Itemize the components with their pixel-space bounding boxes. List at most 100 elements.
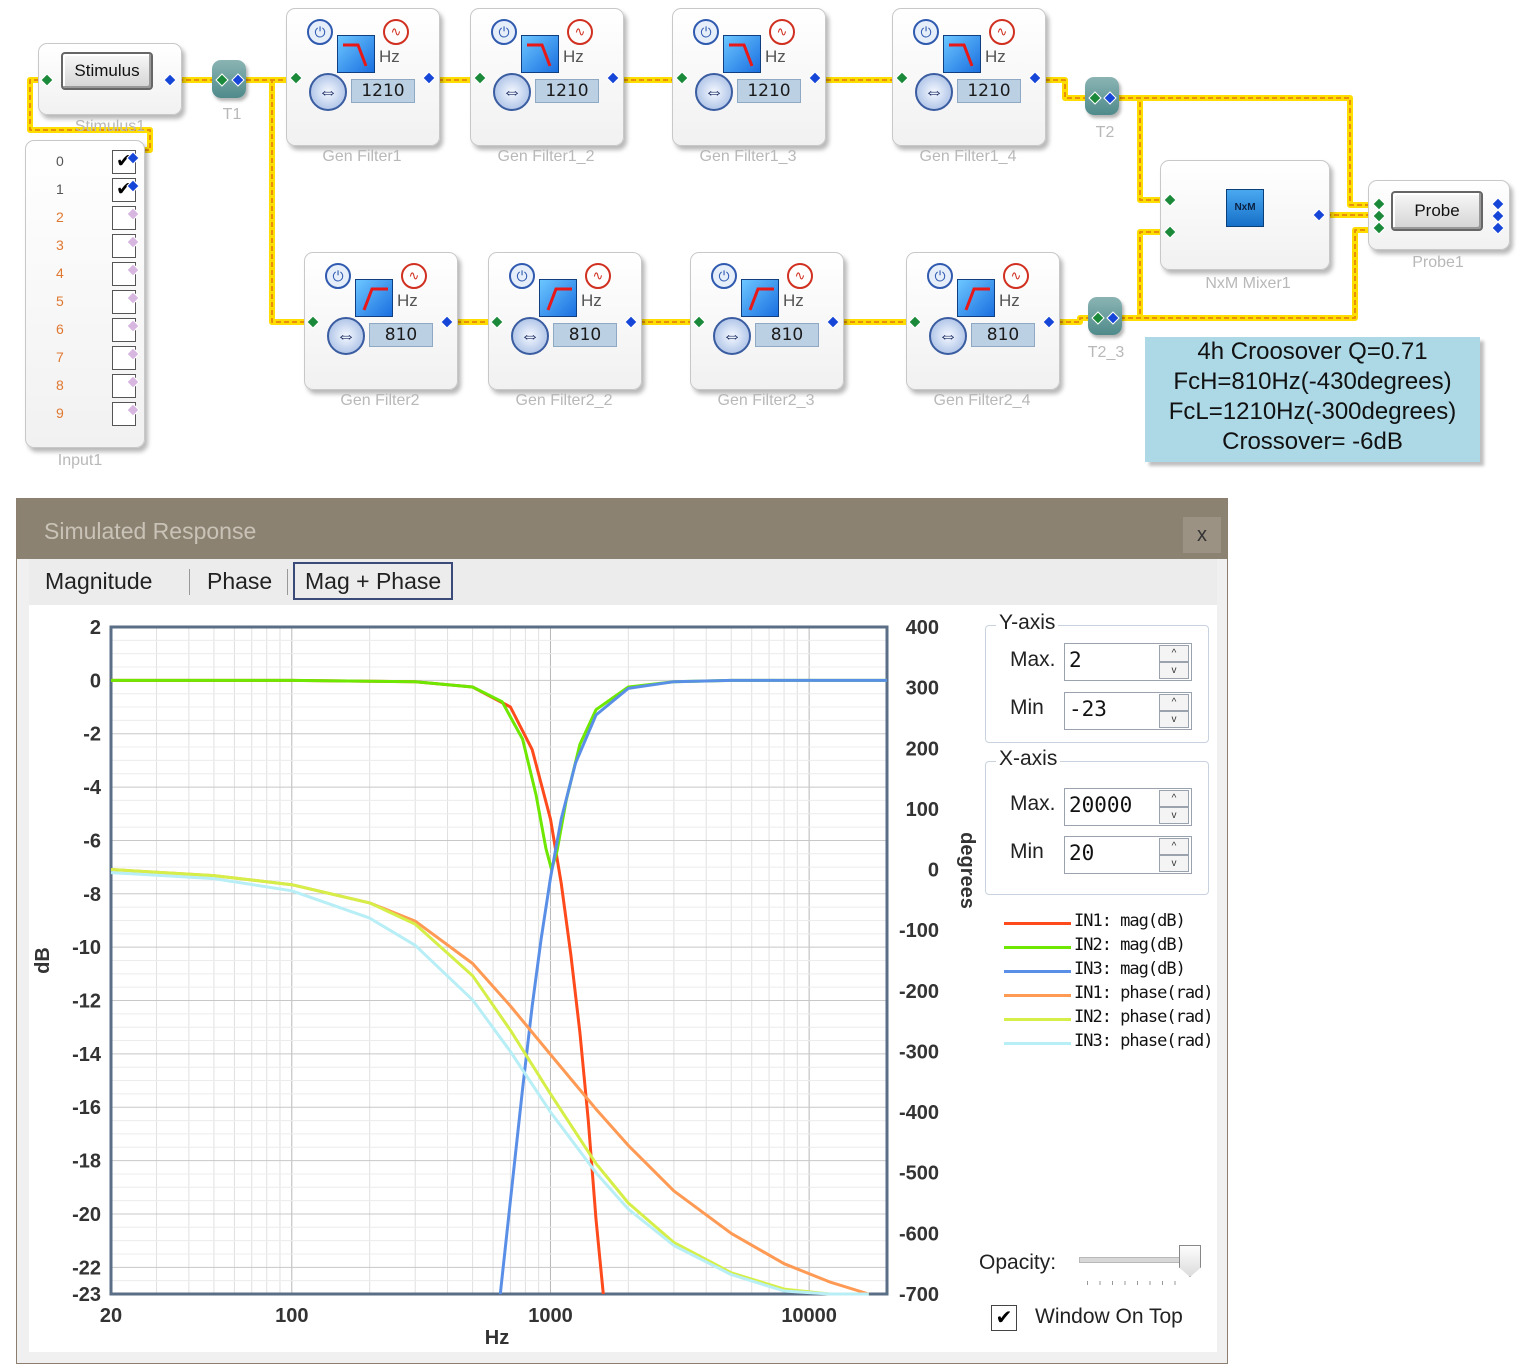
filter-block[interactable]: ⏻ ∿ Hz ⇔ 1210 <box>286 8 440 146</box>
port-icon[interactable] <box>1491 197 1505 211</box>
power-icon[interactable]: ⏻ <box>927 263 953 289</box>
port-icon[interactable] <box>40 73 54 87</box>
power-icon[interactable]: ⏻ <box>509 263 535 289</box>
port-icon[interactable] <box>126 347 140 361</box>
port-icon[interactable] <box>1028 71 1042 85</box>
port-icon[interactable] <box>606 71 620 85</box>
power-icon[interactable]: ⏻ <box>307 19 333 45</box>
sine-wave-icon[interactable]: ∿ <box>567 19 593 45</box>
power-icon[interactable]: ⏻ <box>711 263 737 289</box>
filter-block[interactable]: ⏻ ∿ Hz ⇔ 810 <box>906 252 1060 390</box>
opacity-slider-thumb[interactable] <box>1179 1245 1201 1277</box>
port-icon[interactable] <box>306 315 320 329</box>
power-icon[interactable]: ⏻ <box>325 263 351 289</box>
tab-phase[interactable]: Phase <box>207 568 273 594</box>
port-icon[interactable] <box>1088 91 1102 105</box>
x-max-value[interactable]: 20000 <box>1069 793 1133 817</box>
filter-frequency-value[interactable]: 1210 <box>351 79 415 103</box>
port-icon[interactable] <box>895 71 909 85</box>
port-icon[interactable] <box>163 73 177 87</box>
filter-frequency-value[interactable]: 1210 <box>737 79 801 103</box>
port-icon[interactable] <box>126 375 140 389</box>
sine-wave-icon[interactable]: ∿ <box>383 19 409 45</box>
filter-block[interactable]: ⏻ ∿ Hz ⇔ 1210 <box>672 8 826 146</box>
probe-button[interactable]: Probe <box>1391 191 1483 231</box>
window-on-top-checkbox[interactable]: ✔ <box>991 1305 1017 1331</box>
spin-up-icon[interactable]: ^ <box>1159 694 1189 711</box>
swap-arrows-icon[interactable]: ⇔ <box>929 317 967 355</box>
port-icon[interactable] <box>490 315 504 329</box>
y-max-spinner[interactable]: 2 ^ v <box>1064 643 1192 681</box>
power-icon[interactable]: ⏻ <box>693 19 719 45</box>
filter-frequency-value[interactable]: 810 <box>755 323 819 347</box>
stimulus-button[interactable]: Stimulus <box>61 52 153 90</box>
filter-block[interactable]: ⏻ ∿ Hz ⇔ 1210 <box>892 8 1046 146</box>
tab-magnitude[interactable]: Magnitude <box>45 568 153 594</box>
filter-block[interactable]: ⏻ ∿ Hz ⇔ 810 <box>488 252 642 390</box>
swap-arrows-icon[interactable]: ⇔ <box>511 317 549 355</box>
filter-frequency-value[interactable]: 1210 <box>535 79 599 103</box>
port-icon[interactable] <box>1091 311 1105 325</box>
port-icon[interactable] <box>692 315 706 329</box>
port-icon[interactable] <box>126 319 140 333</box>
block-diagram-canvas[interactable]: Stimulus Stimulus1 0 ✔ 1 ✔ 2 3 4 5 6 7 8 9 Input1 T… <box>0 0 1530 470</box>
port-icon[interactable] <box>908 315 922 329</box>
y-min-value[interactable]: -23 <box>1069 697 1107 721</box>
port-icon[interactable] <box>1163 225 1177 239</box>
close-button[interactable]: x <box>1183 517 1221 553</box>
swap-arrows-icon[interactable]: ⇔ <box>493 73 531 111</box>
port-icon[interactable] <box>231 73 245 87</box>
port-icon[interactable] <box>126 179 140 193</box>
y-min-spinner[interactable]: -23 ^ v <box>1064 692 1192 730</box>
filter-block[interactable]: ⏻ ∿ Hz ⇔ 810 <box>690 252 844 390</box>
port-icon[interactable] <box>1106 311 1120 325</box>
window-titlebar[interactable]: Simulated Response x <box>17 499 1227 559</box>
power-icon[interactable]: ⏻ <box>491 19 517 45</box>
swap-arrows-icon[interactable]: ⇔ <box>713 317 751 355</box>
swap-arrows-icon[interactable]: ⇔ <box>309 73 347 111</box>
port-icon[interactable] <box>126 291 140 305</box>
power-icon[interactable]: ⏻ <box>913 19 939 45</box>
port-icon[interactable] <box>215 73 229 87</box>
filter-block[interactable]: ⏻ ∿ Hz ⇔ 1210 <box>470 8 624 146</box>
port-icon[interactable] <box>1163 193 1177 207</box>
spin-down-icon[interactable]: v <box>1159 807 1189 824</box>
port-icon[interactable] <box>126 207 140 221</box>
sine-wave-icon[interactable]: ∿ <box>787 263 813 289</box>
port-icon[interactable] <box>1312 208 1326 222</box>
sine-wave-icon[interactable]: ∿ <box>401 263 427 289</box>
port-icon[interactable] <box>1372 221 1386 235</box>
port-icon[interactable] <box>422 71 436 85</box>
port-icon[interactable] <box>473 71 487 85</box>
port-icon[interactable] <box>826 315 840 329</box>
spin-up-icon[interactable]: ^ <box>1159 790 1189 807</box>
port-icon[interactable] <box>126 403 140 417</box>
port-icon[interactable] <box>1042 315 1056 329</box>
swap-arrows-icon[interactable]: ⇔ <box>915 73 953 111</box>
filter-frequency-value[interactable]: 1210 <box>957 79 1021 103</box>
port-icon[interactable] <box>1103 91 1117 105</box>
port-icon[interactable] <box>289 71 303 85</box>
swap-arrows-icon[interactable]: ⇔ <box>327 317 365 355</box>
probe-block[interactable]: Probe <box>1368 180 1510 250</box>
spin-down-icon[interactable]: v <box>1159 855 1189 872</box>
filter-frequency-value[interactable]: 810 <box>971 323 1035 347</box>
port-icon[interactable] <box>126 235 140 249</box>
port-icon[interactable] <box>624 315 638 329</box>
stimulus-block[interactable]: Stimulus <box>38 43 182 115</box>
simulated-response-window[interactable]: Simulated Response x Magnitude Phase Mag… <box>16 498 1228 1364</box>
port-icon[interactable] <box>1491 221 1505 235</box>
x-max-spinner[interactable]: 20000 ^ v <box>1064 788 1192 826</box>
port-icon[interactable] <box>1372 197 1386 211</box>
sine-wave-icon[interactable]: ∿ <box>585 263 611 289</box>
spin-up-icon[interactable]: ^ <box>1159 645 1189 662</box>
sine-wave-icon[interactable]: ∿ <box>769 19 795 45</box>
spin-up-icon[interactable]: ^ <box>1159 838 1189 855</box>
x-min-value[interactable]: 20 <box>1069 841 1095 865</box>
x-min-spinner[interactable]: 20 ^ v <box>1064 836 1192 874</box>
y-max-value[interactable]: 2 <box>1069 648 1082 672</box>
sine-wave-icon[interactable]: ∿ <box>989 19 1015 45</box>
filter-block[interactable]: ⏻ ∿ Hz ⇔ 810 <box>304 252 458 390</box>
spin-down-icon[interactable]: v <box>1159 711 1189 728</box>
filter-frequency-value[interactable]: 810 <box>553 323 617 347</box>
